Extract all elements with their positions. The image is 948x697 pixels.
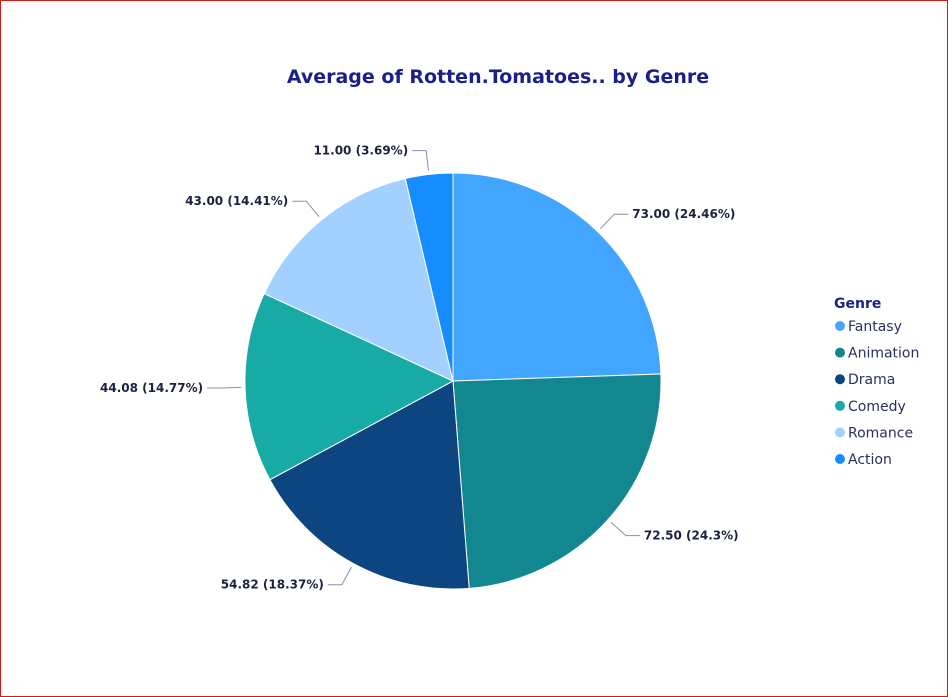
- legend-title: Genre: [834, 296, 881, 312]
- leader-line-fantasy: [600, 213, 629, 229]
- legend-label-romance: Romance: [848, 425, 913, 441]
- pie-slice-action[interactable]: [404, 172, 454, 382]
- legend-item-comedy[interactable]: Comedy: [835, 399, 906, 415]
- leader-line-comedy: [207, 386, 242, 389]
- legend-item-romance[interactable]: Romance: [835, 425, 913, 441]
- legend-item-animation[interactable]: Animation: [835, 346, 919, 362]
- legend: Genre Fantasy Animation Drama Comedy Romance…: [834, 296, 919, 468]
- legend-label-animation: Animation: [848, 346, 919, 362]
- legend-label-action: Action: [848, 452, 892, 468]
- data-label-comedy: 44.08 (14.77%): [100, 381, 203, 395]
- legend-item-fantasy[interactable]: Fantasy: [835, 319, 902, 335]
- pie-slice-comedy[interactable]: [244, 292, 455, 481]
- legend-label-fantasy: Fantasy: [848, 319, 902, 335]
- data-label-drama: 54.82 (18.37%): [221, 578, 324, 592]
- legend-marker-fantasy: [835, 321, 845, 331]
- legend-label-comedy: Comedy: [848, 399, 906, 415]
- data-labels: 73.00 (24.46%) 72.50 (24.3%) 54.82 (18.37%…: [100, 144, 739, 592]
- pie-slices: [244, 172, 662, 590]
- pie-slice-animation[interactable]: [452, 373, 662, 589]
- data-label-romance: 43.00 (14.41%): [185, 194, 288, 208]
- leader-line-romance: [292, 200, 320, 218]
- pie-slice-romance[interactable]: [263, 177, 454, 382]
- data-label-animation: 72.50 (24.3%): [644, 529, 739, 543]
- chart-title: Average of Rotten.Tomatoes.. by Genre: [287, 66, 709, 88]
- legend-marker-action: [835, 454, 845, 464]
- leader-line-drama: [327, 566, 352, 586]
- legend-label-drama: Drama: [848, 372, 895, 388]
- pie-slice-drama[interactable]: [269, 380, 470, 590]
- legend-item-drama[interactable]: Drama: [835, 372, 895, 388]
- leader-line-action: [412, 150, 429, 171]
- legend-marker-drama: [835, 374, 845, 385]
- leader-line-animation: [610, 521, 640, 537]
- legend-marker-animation: [835, 347, 845, 358]
- data-label-fantasy: 73.00 (24.46%): [632, 207, 735, 221]
- legend-marker-comedy: [835, 400, 845, 411]
- data-label-action: 11.00 (3.69%): [313, 144, 408, 158]
- pie-slice-fantasy[interactable]: [452, 172, 662, 382]
- legend-marker-romance: [835, 427, 845, 438]
- legend-item-action[interactable]: Action: [835, 452, 892, 468]
